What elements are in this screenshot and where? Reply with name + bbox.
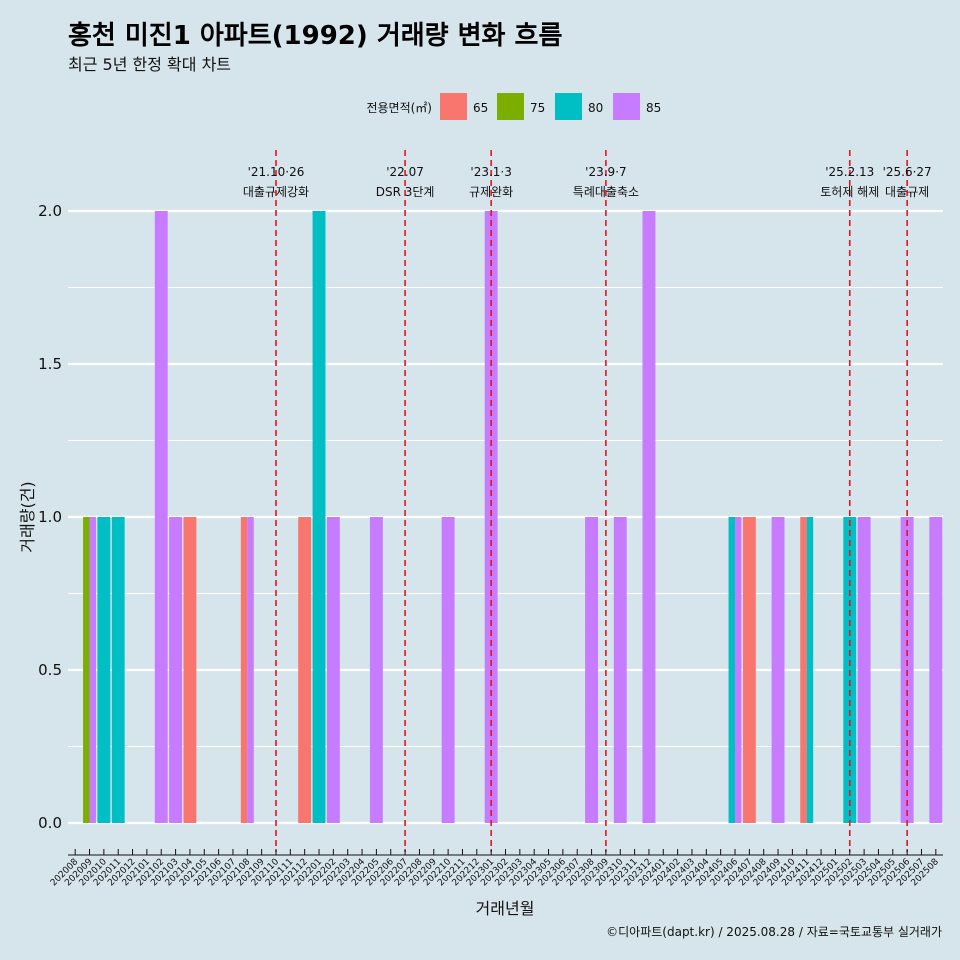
bar-202301-85 — [484, 211, 498, 823]
annotation-date: '23.1·3 — [470, 165, 511, 179]
chart-subtitle: 최근 5년 한정 확대 차트 — [68, 55, 231, 74]
bar-202210-85 — [441, 517, 455, 823]
bars — [83, 211, 943, 823]
bar-202310-85 — [613, 517, 627, 823]
y-tick-label: 0.5 — [38, 661, 62, 679]
legend-label-65: 65 — [473, 101, 488, 115]
bar-202407-65 — [742, 517, 756, 823]
annotation-date: '25.6·27 — [883, 165, 932, 179]
bar-202406-85 — [735, 517, 742, 823]
legend-title: 전용면적(㎡) — [366, 101, 432, 115]
bar-202308-85 — [585, 517, 599, 823]
legend: 전용면적(㎡) 65 75 80 85 — [366, 93, 661, 120]
caption: ©디아파트(dapt.kr) / 2025.08.28 / 자료=국토교통부 실… — [606, 925, 942, 939]
grid — [68, 209, 943, 825]
bar-202205-85 — [369, 517, 383, 823]
legend-key-65 — [440, 93, 467, 120]
bar-202508-85 — [929, 517, 943, 823]
bar-202503-85 — [857, 517, 871, 823]
legend-label-75: 75 — [530, 101, 545, 115]
y-tick-label: 1.5 — [38, 355, 62, 373]
legend-key-80 — [555, 93, 582, 120]
chart-title: 홍천 미진1 아파트(1992) 거래량 변화 흐름 — [68, 21, 562, 51]
annotation-date: '21.10·26 — [248, 165, 305, 179]
bar-202411-65 — [800, 517, 807, 823]
legend-label-80: 80 — [588, 101, 603, 115]
reference-lines: '21.10·26 대출규제강화 '22.07 DSR 3단계 '23.1·3 규제완화 '… — [243, 150, 932, 852]
bar-202010-80 — [97, 517, 111, 823]
bar-202112-65 — [298, 517, 312, 823]
annotation-label: 대출규제강화 — [243, 185, 309, 199]
bar-202201-80 — [312, 211, 326, 823]
bar-202312-85 — [642, 211, 656, 823]
y-tick-label: 2.0 — [38, 202, 62, 220]
bar-202009-85 — [89, 517, 96, 823]
bar-202406-80 — [728, 517, 736, 823]
y-axis-label: 거래량(건) — [18, 481, 37, 552]
y-tick-label: 0.0 — [38, 814, 62, 832]
annotation-label: 토허제 해제 — [820, 185, 879, 199]
bar-202411-80 — [806, 517, 814, 823]
x-axis: 2020082020092020102020112020122021012021… — [49, 849, 943, 888]
annotation-label: DSR 3단계 — [376, 185, 435, 199]
y-tick-label: 1.0 — [38, 508, 62, 526]
bar-202102-85 — [154, 211, 168, 823]
legend-key-85 — [613, 93, 640, 120]
annotation-label: 규제완화 — [469, 185, 513, 199]
annotation-date: '23.9·7 — [585, 165, 626, 179]
x-axis-label: 거래년월 — [476, 899, 535, 918]
annotation-label: 대출규제 — [885, 185, 929, 199]
legend-label-85: 85 — [646, 101, 661, 115]
annotation-date: '22.07 — [386, 165, 424, 179]
bar-202108-85 — [247, 517, 254, 823]
bar-202202-85 — [326, 517, 340, 823]
annotation-date: '25.2.13 — [825, 165, 874, 179]
y-axis: 0.0 0.5 1.0 1.5 2.0 — [38, 202, 62, 832]
bar-202108-65 — [240, 517, 248, 823]
legend-key-75 — [497, 93, 524, 120]
annotation-label: 특례대출축소 — [573, 185, 639, 199]
bar-202409-85 — [771, 517, 785, 823]
bar-202009-75 — [83, 517, 90, 823]
bar-202103-85 — [169, 517, 183, 823]
bar-202104-65 — [183, 517, 197, 823]
bar-202011-80 — [111, 517, 125, 823]
